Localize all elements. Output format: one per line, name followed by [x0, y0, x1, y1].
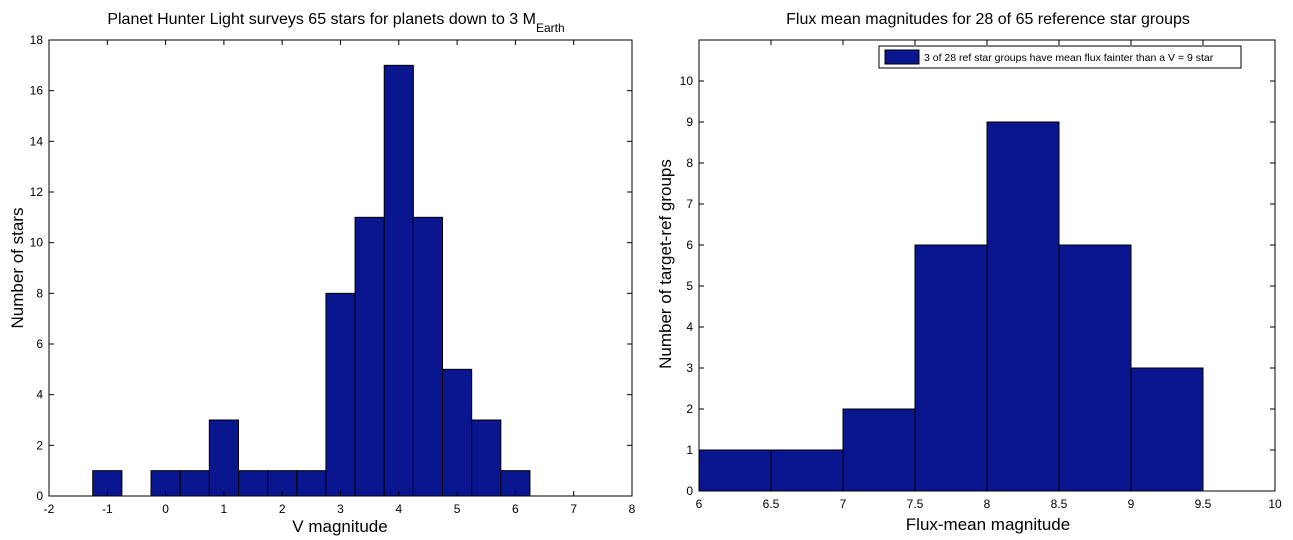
x-tick-label: 7.5: [907, 497, 924, 511]
y-tick-label: 18: [30, 33, 44, 47]
y-tick-label: 6: [686, 238, 693, 252]
legend-swatch: [884, 49, 920, 65]
chart-panel-right: Flux mean magnitudes for 28 of 65 refere…: [650, 0, 1293, 540]
x-tick-label: 6: [512, 502, 519, 516]
histogram-bar: [354, 216, 385, 497]
x-tick-label: 10: [1268, 497, 1282, 511]
histogram-bar: [208, 419, 239, 497]
x-tick-label: 9: [1128, 497, 1135, 511]
y-tick-label: 6: [36, 337, 43, 351]
x-tick-label: -2: [44, 502, 55, 516]
x-tick-label: 6: [696, 497, 703, 511]
x-axis-label: V magnitude: [292, 517, 387, 536]
y-tick-label: 10: [680, 74, 694, 88]
flux-magnitude-histogram: Flux mean magnitudes for 28 of 65 refere…: [656, 11, 1282, 534]
histogram-bar: [471, 419, 502, 497]
chart-title: Flux mean magnitudes for 28 of 65 refere…: [786, 11, 1190, 28]
y-tick-label: 5: [686, 279, 693, 293]
y-tick-label: 4: [36, 388, 43, 402]
chart-panel-left: Planet Hunter Light surveys 65 stars for…: [0, 0, 646, 540]
histogram-bar: [237, 470, 269, 497]
y-axis-label: Number of stars: [8, 208, 27, 329]
y-tick-label: 8: [686, 156, 693, 170]
y-tick-label: 7: [686, 197, 693, 211]
x-tick-label: 1: [221, 502, 228, 516]
histogram-bar: [914, 244, 988, 492]
chart-title-subscript: Earth: [536, 21, 565, 35]
histogram-bar: [986, 121, 1060, 492]
y-tick-label: 10: [30, 236, 44, 250]
histogram-bar: [442, 368, 473, 497]
x-tick-label: 0: [162, 502, 169, 516]
histogram-bar: [296, 470, 327, 497]
y-tick-label: 8: [36, 286, 43, 300]
x-tick-label: 7: [570, 502, 577, 516]
x-tick-label: -1: [102, 502, 113, 516]
legend-box: [878, 45, 1242, 69]
y-tick-label: 16: [30, 84, 44, 98]
x-tick-label: 2: [279, 502, 286, 516]
legend: 3 of 28 ref star groups have mean flux f…: [878, 45, 1242, 69]
histogram-bar: [1130, 367, 1204, 492]
y-tick-label: 2: [36, 438, 43, 452]
legend-entry: 3 of 28 ref star groups have mean flux f…: [924, 52, 1214, 64]
histogram-bar: [383, 64, 414, 497]
x-tick-label: 7: [840, 497, 847, 511]
x-tick-label: 5: [454, 502, 461, 516]
y-tick-label: 12: [30, 185, 44, 199]
histogram-bar: [842, 408, 916, 492]
histogram-bar: [412, 216, 444, 497]
x-tick-label: 8.5: [1051, 497, 1068, 511]
y-tick-label: 2: [686, 402, 693, 416]
histogram-bar: [325, 292, 356, 497]
y-tick-label: 1: [686, 443, 693, 457]
chart-title-main: Planet Hunter Light surveys 65 stars for…: [107, 11, 536, 28]
x-tick-label: 8: [984, 497, 991, 511]
y-tick-label: 0: [686, 484, 693, 498]
chart-title: Planet Hunter Light surveys 65 stars for…: [107, 11, 564, 35]
y-tick-label: 14: [30, 134, 44, 148]
y-tick-label: 9: [686, 115, 693, 129]
plot-area: 6 6.5 7 7.5 8 8.5 9 9.5 10 0 1 2 3 4 5 6 7 8 9 10 3 of 28 re…: [680, 39, 1282, 511]
histogram-bar: [698, 449, 772, 492]
x-tick-label: 3: [337, 502, 344, 516]
y-tick-label: 0: [36, 489, 43, 503]
x-tick-label: 9.5: [1195, 497, 1212, 511]
x-axis-label: Flux-mean magnitude: [906, 515, 1070, 534]
histogram-bar: [1058, 244, 1132, 492]
y-tick-label: 4: [686, 320, 693, 334]
x-tick-label: 4: [395, 502, 402, 516]
histogram-bar: [179, 470, 210, 497]
x-tick-label: 8: [629, 502, 636, 516]
histogram-bar: [770, 449, 844, 492]
y-axis-label: Number of target-ref groups: [656, 159, 675, 369]
v-magnitude-histogram: Planet Hunter Light surveys 65 stars for…: [8, 11, 636, 536]
y-tick-label: 3: [686, 361, 693, 375]
x-tick-label: 6.5: [763, 497, 780, 511]
